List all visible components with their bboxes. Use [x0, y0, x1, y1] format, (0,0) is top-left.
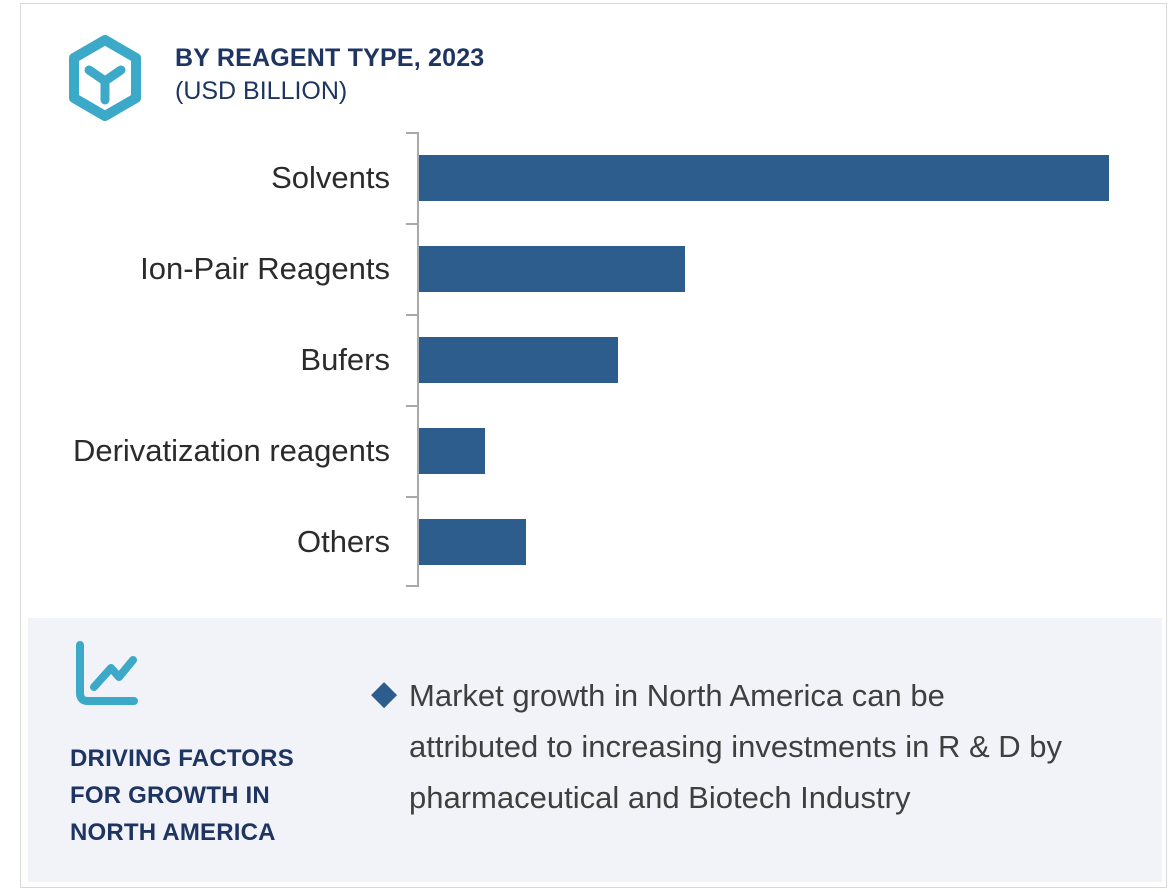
chart-title: BY REAGENT TYPE, 2023 — [175, 44, 485, 72]
bar — [419, 336, 618, 383]
chart-row: Solvents — [21, 132, 1166, 223]
chart-row: Ion-Pair Reagents — [21, 223, 1166, 314]
category-label: Solvents — [271, 159, 390, 195]
bullet-text: Market growth in North America can be at… — [409, 678, 1063, 815]
chart-row: Derivatization reagents — [21, 405, 1166, 496]
hexagon-y-logo-icon — [69, 35, 141, 121]
axis-tick — [406, 132, 418, 134]
axis-tick — [406, 314, 418, 316]
category-label: Bufers — [300, 341, 390, 377]
bar — [419, 154, 1109, 201]
bar — [419, 427, 485, 474]
axis-tick — [406, 585, 418, 587]
category-label: Ion-Pair Reagents — [140, 250, 390, 286]
axis-tick — [406, 405, 418, 407]
category-label: Derivatization reagents — [72, 432, 390, 468]
diamond-bullet-icon: ◆ — [371, 674, 398, 712]
chart-row: Bufers — [21, 314, 1166, 405]
axis-tick — [406, 223, 418, 225]
bar — [419, 245, 685, 292]
category-axis-line — [417, 132, 419, 587]
chart-title-block: BY REAGENT TYPE, 2023 (USD BILLION) — [175, 42, 484, 108]
axis-tick — [406, 496, 418, 498]
bar-chart: Solvents Ion-Pair Reagents Bufers Derivatiz… — [21, 132, 1166, 587]
category-label: Others — [296, 523, 390, 559]
line-chart-icon — [76, 641, 138, 705]
panel-heading: DRIVING FACTORS FOR GROWTH IN NORTH AMER… — [70, 745, 294, 846]
driving-factors-panel: DRIVING FACTORS FOR GROWTH IN NORTH AMER… — [28, 618, 1162, 882]
chart-subtitle: (USD BILLION) — [175, 77, 348, 105]
chart-row: Others — [21, 496, 1166, 587]
bar — [419, 518, 526, 565]
infographic-card: BY REAGENT TYPE, 2023 (USD BILLION) Solv… — [20, 3, 1167, 888]
